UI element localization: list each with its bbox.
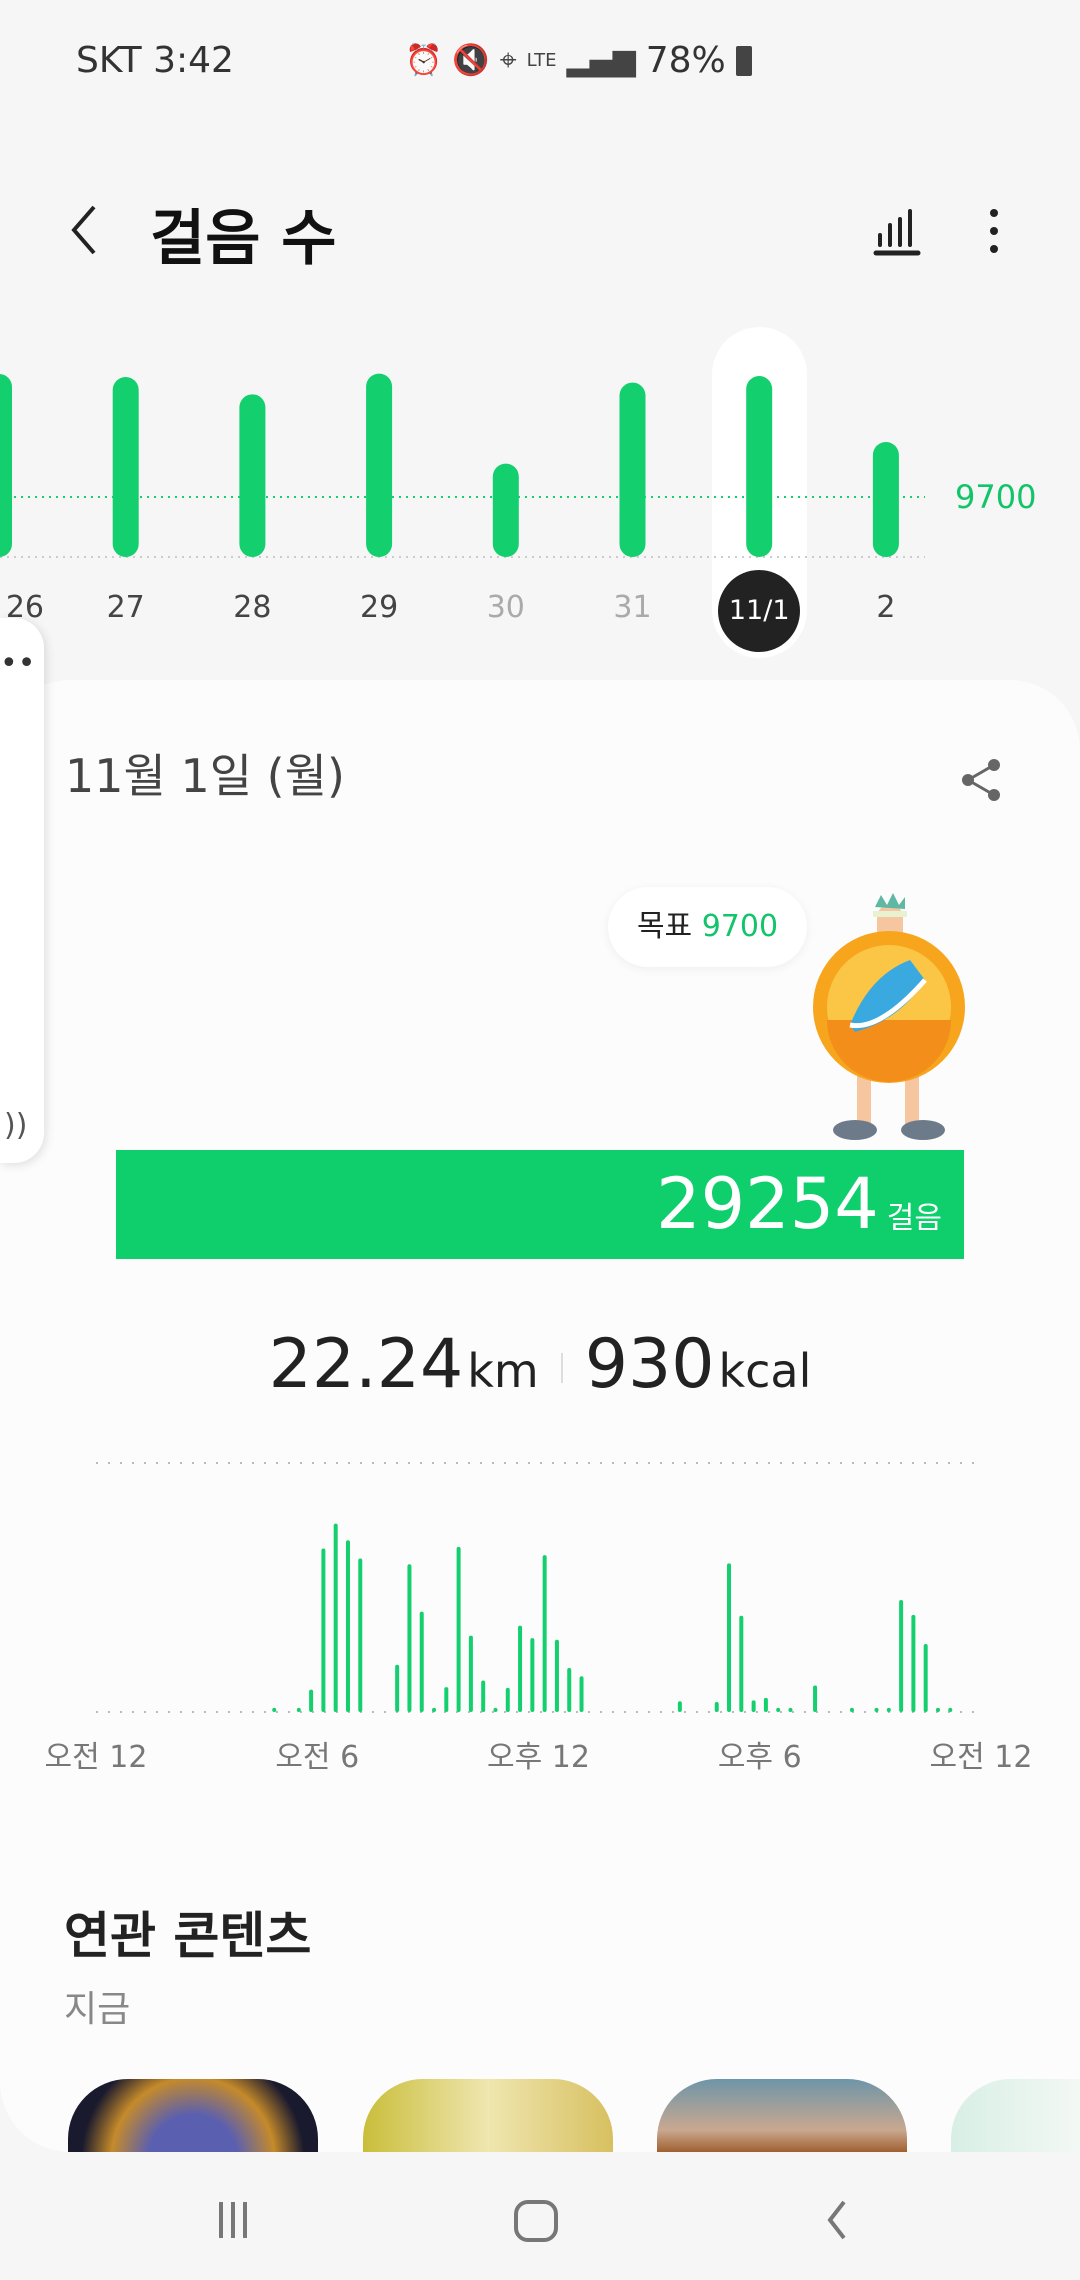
weekly-steps-chart[interactable] bbox=[0, 320, 1080, 670]
hourly-bar bbox=[432, 1707, 437, 1712]
hourly-bar bbox=[333, 1523, 338, 1712]
day-label-27[interactable]: 27 bbox=[106, 590, 145, 625]
day-label-28[interactable]: 28 bbox=[233, 590, 272, 625]
hourly-bar bbox=[505, 1687, 510, 1712]
hourly-bar bbox=[677, 1701, 682, 1712]
day-label-30[interactable]: 30 bbox=[486, 590, 525, 625]
related-content-subtitle: 지금 bbox=[64, 1989, 131, 2030]
share-icon[interactable] bbox=[956, 755, 1006, 805]
status-carrier-time: SKT 3:42 bbox=[76, 40, 234, 81]
x-tick-label: 오전 6 bbox=[275, 1740, 360, 1775]
day-label-31[interactable]: 31 bbox=[613, 590, 652, 625]
hourly-bar bbox=[935, 1707, 940, 1712]
wave-icon: )) bbox=[4, 1108, 28, 1143]
hourly-bar bbox=[444, 1687, 449, 1712]
hourly-bar bbox=[321, 1548, 326, 1712]
step-count: 29254 bbox=[656, 1163, 879, 1245]
hourly-bar bbox=[813, 1685, 818, 1712]
divider bbox=[560, 1353, 563, 1384]
x-tick-label: 오후 12 bbox=[487, 1740, 590, 1775]
hourly-bar bbox=[899, 1599, 904, 1712]
status-icons: ⏰ 🔇 ⌖ LTE ▂▄▆ 78% bbox=[405, 40, 752, 81]
home-icon[interactable] bbox=[506, 2190, 566, 2250]
calorie-value: 930 bbox=[584, 1325, 715, 1404]
hourly-bar bbox=[763, 1697, 768, 1712]
hourly-bar bbox=[776, 1707, 781, 1712]
distance-value: 22.24 bbox=[268, 1325, 464, 1404]
hourly-bar bbox=[395, 1664, 400, 1712]
recent-apps-icon[interactable] bbox=[203, 2190, 263, 2250]
day-label-29[interactable]: 29 bbox=[360, 590, 399, 625]
x-tick-label: 오후 6 bbox=[717, 1740, 802, 1775]
page-title: 걸음 수 bbox=[150, 204, 337, 274]
hourly-bar bbox=[788, 1707, 793, 1712]
goal-bubble: 목표 9700 bbox=[608, 887, 807, 967]
signal-icon: ▂▄▆ bbox=[566, 43, 636, 78]
mascot-illustration bbox=[813, 893, 965, 1140]
hourly-bar bbox=[727, 1563, 732, 1712]
hourly-bar bbox=[272, 1707, 277, 1712]
distance-unit: km bbox=[467, 1344, 539, 1398]
chart-icon[interactable] bbox=[872, 205, 924, 257]
hourly-bar bbox=[358, 1558, 363, 1712]
x-tick-label: 오전 12 bbox=[929, 1740, 1033, 1775]
hourly-bar bbox=[948, 1707, 953, 1712]
hourly-bar bbox=[518, 1625, 523, 1712]
hourly-bar bbox=[714, 1702, 719, 1712]
vibrate-icon: 🔇 bbox=[452, 43, 490, 78]
hourly-bar bbox=[309, 1689, 314, 1712]
hourly-bar bbox=[407, 1564, 412, 1712]
selected-date: 11월 1일 (월) bbox=[65, 749, 345, 803]
dots-icon: •• bbox=[0, 646, 36, 681]
goal-line-label: 9700 bbox=[955, 478, 1037, 516]
content-thumbnail[interactable] bbox=[657, 2079, 907, 2152]
battery-percent: 78% bbox=[645, 40, 726, 81]
hourly-bar bbox=[874, 1707, 879, 1712]
steps-progress-bar: 29254 걸음 bbox=[116, 1150, 964, 1259]
nav-back-icon[interactable] bbox=[808, 2190, 868, 2250]
hourly-bar bbox=[481, 1680, 486, 1712]
step-unit: 걸음 bbox=[886, 1201, 942, 1236]
day-label-2[interactable]: 2 bbox=[876, 590, 896, 625]
x-tick-label: 오전 12 bbox=[44, 1740, 148, 1775]
calorie-unit: kcal bbox=[718, 1344, 812, 1398]
related-content-title: 연관 콘텐츠 bbox=[64, 1907, 312, 1965]
battery-icon bbox=[735, 45, 752, 76]
more-icon[interactable] bbox=[980, 205, 1008, 257]
content-thumbnail[interactable] bbox=[68, 2079, 318, 2152]
hourly-bar bbox=[456, 1546, 461, 1712]
hourly-bar bbox=[751, 1700, 756, 1712]
hourly-bar bbox=[468, 1635, 473, 1712]
edge-panel-handle[interactable]: •• )) bbox=[0, 618, 44, 1163]
hourly-bar bbox=[911, 1614, 916, 1712]
hourly-bar bbox=[849, 1707, 854, 1712]
navigation-bar bbox=[0, 2160, 1080, 2280]
alarm-icon: ⏰ bbox=[405, 43, 443, 78]
hourly-bar bbox=[739, 1615, 744, 1712]
hourly-bar bbox=[579, 1676, 584, 1712]
back-icon[interactable] bbox=[62, 195, 112, 265]
hourly-bar bbox=[419, 1611, 424, 1712]
hourly-bar bbox=[345, 1540, 350, 1712]
distance-calorie-summary: 22.24km 930kcal bbox=[0, 1325, 1080, 1404]
goal-value: 9700 bbox=[701, 909, 779, 944]
goal-prefix: 목표 bbox=[636, 909, 693, 944]
content-thumbnail[interactable] bbox=[363, 2079, 613, 2152]
day-label-11/1[interactable]: 11/1 bbox=[718, 570, 801, 652]
hourly-bar bbox=[554, 1639, 559, 1712]
hourly-bar bbox=[296, 1707, 301, 1712]
hourly-bar bbox=[567, 1668, 572, 1712]
lte-icon: LTE bbox=[526, 50, 557, 71]
hourly-bar bbox=[530, 1638, 535, 1712]
location-icon: ⌖ bbox=[499, 43, 517, 78]
hourly-bar bbox=[886, 1707, 891, 1712]
hourly-bar bbox=[542, 1555, 547, 1712]
hourly-bar bbox=[493, 1707, 498, 1712]
hourly-steps-chart bbox=[96, 1462, 981, 1713]
hourly-bar bbox=[923, 1643, 928, 1712]
